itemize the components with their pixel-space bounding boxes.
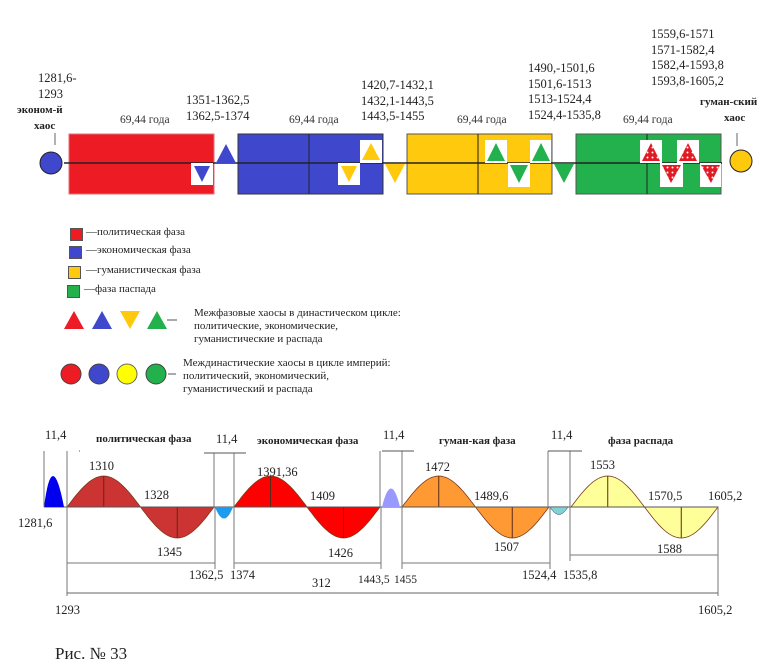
legend-interphase-text: Межфазовые хаосы в династическом цикле: …	[194, 307, 401, 346]
phase-duration-label: 69,44 года	[457, 114, 507, 126]
date-label: 1351-1362,5	[186, 93, 250, 107]
date-label: 1443,5-1455	[361, 109, 425, 123]
date-label: 1571-1582,4	[651, 42, 715, 57]
legend-triangle-political-icon	[64, 311, 84, 329]
phase-duration-label: 69,44 года	[120, 114, 170, 126]
wave-diagram	[43, 450, 719, 596]
legend-circle-political-icon	[60, 363, 82, 385]
date-label: 1513-1524,4	[528, 92, 592, 106]
interphase-triangle-humanistic-icon	[385, 164, 405, 183]
legend-circle-humanistic-icon	[116, 363, 138, 385]
date-label: 1501,6-1513	[528, 76, 592, 91]
chaos-hump-decay	[549, 506, 569, 515]
interphase-chaos-humanistic-down-icon	[341, 166, 357, 182]
date-label: 1593,8-1605,2	[651, 73, 724, 88]
wave-date-label: 1489,6	[474, 489, 509, 503]
legend-label: —фаза паспада	[84, 283, 156, 295]
wave-date-label: 1362,5	[189, 568, 224, 582]
legend-swatch-economic	[69, 246, 82, 259]
legend-line: гуманистический и распада	[183, 383, 313, 395]
date-label: 1281,6-	[38, 71, 77, 85]
total-end-label: 1605,2	[698, 603, 733, 617]
legend-line: гуманистические и распада	[194, 333, 323, 345]
gap-label: 11,4	[216, 432, 238, 446]
date-label: 1420,7-1432,1	[361, 78, 434, 92]
legend-line: политический, экономический,	[183, 370, 329, 382]
left-chaos-label: эконом-й	[17, 104, 63, 116]
wave-date-label: 1553	[590, 458, 615, 472]
wave-date-label: 1426	[328, 546, 353, 560]
legend-line: Межфазовые хаосы в династическом цикле:	[194, 307, 401, 319]
gap-label: 11,4	[383, 428, 405, 442]
interphase-chaos-humanistic-up-icon	[362, 143, 380, 160]
wave-date-label: 1570,5	[648, 489, 683, 503]
economic-chaos-dates: 1351-1362,5 1362,5-1374	[186, 93, 250, 124]
decay-chaos-dates: 1490,-1501,6 1501,6-1513 1513-1524,4 152…	[528, 61, 601, 123]
phase-block-political	[68, 133, 215, 195]
date-label: 1490,-1501,6	[528, 61, 595, 75]
gap-label: 11,4	[551, 428, 573, 442]
wave-date-label: 1345	[157, 545, 182, 559]
chaos-hump-economic	[44, 476, 64, 507]
economic-chaos-circle-icon	[39, 151, 63, 175]
wave-date-label: 1409	[310, 489, 335, 503]
figure-caption: Рис. № 33	[55, 644, 128, 663]
legend-interdynastic-text: Междинастические хаосы в цикле империй: …	[183, 357, 391, 396]
wave-date-label: 1328	[144, 488, 169, 502]
wave-date-label: 1472	[425, 460, 450, 474]
wave-phase-title: политическая фаза	[96, 433, 192, 445]
legend-swatch-decay	[67, 285, 80, 298]
legend-triangle-decay-icon	[147, 311, 167, 329]
wave-phase-title: гуман-кая фаза	[439, 435, 516, 447]
date-label: 1559,6-1571	[651, 27, 715, 41]
total-start-label: 1293	[55, 603, 80, 617]
date-label: 1362,5-1374	[186, 108, 250, 123]
left-chaos-dates: 1281,6- 1293	[38, 71, 77, 102]
wave-date-label: 1507	[494, 540, 519, 554]
span-label: 312	[312, 576, 331, 590]
interphase-chaos-economic-icon	[194, 166, 210, 182]
legend-circle-economic-icon	[88, 363, 110, 385]
phase-duration-label: 69,44 года	[623, 114, 673, 126]
legend-swatch-humanistic	[68, 266, 81, 279]
chaos-hump-humanistic	[382, 488, 400, 507]
wave-phase-title: экономическая фаза	[257, 435, 359, 447]
phase-duration-label: 69,44 года	[289, 114, 339, 126]
left-chaos-label: хаос	[34, 120, 56, 132]
legend-triangle-humanistic-icon	[120, 311, 140, 329]
gap-label: 11,4	[45, 428, 67, 442]
decay-subphase-dates: 1559,6-1571 1571-1582,4 1582,4-1593,8 15…	[651, 27, 724, 89]
interphase-triangle-economic-icon	[216, 144, 236, 163]
wave-date-label: 1310	[89, 459, 114, 473]
right-chaos-label: гуман-ский	[700, 96, 758, 108]
right-chaos-label: хаос	[724, 112, 746, 124]
legend-triangle-economic-icon	[92, 311, 112, 329]
humanistic-chaos-dates: 1420,7-1432,1 1432,1-1443,5 1443,5-1455	[361, 78, 434, 125]
wave-date-label: 1588	[657, 542, 682, 556]
legend-circle-decay-icon	[145, 363, 167, 385]
wave-date-label: 1455	[394, 574, 417, 586]
wave-date-label: 1391,36	[257, 465, 298, 479]
date-label: 1432,1-1443,5	[361, 93, 434, 108]
wave-date-label: 1281,6	[18, 516, 53, 530]
humanistic-chaos-circle-icon	[729, 149, 753, 173]
wave-date-label: 1605,2	[708, 489, 743, 503]
wave-phase-title: фаза распада	[608, 435, 674, 447]
wave-date-label: 1374	[230, 568, 255, 582]
legend-label: —политическая фаза	[86, 226, 185, 238]
wave-date-label: 1524,4	[522, 568, 557, 582]
legend-line: Междинастические хаосы в цикле империй:	[183, 357, 391, 369]
legend-line: политические, экономические,	[194, 320, 338, 332]
legend-label: —гуманистическая фаза	[86, 264, 201, 276]
chaos-hump-political	[215, 507, 233, 519]
wave-date-label: 1443,5	[358, 574, 390, 586]
date-label: 1293	[38, 86, 63, 101]
interphase-triangle-decay-icon	[554, 164, 574, 183]
legend-label: —экономическая фаза	[86, 244, 191, 256]
date-label: 1524,4-1535,8	[528, 107, 601, 122]
wave-date-label: 1535,8	[563, 568, 598, 582]
legend-swatch-political	[70, 228, 83, 241]
date-label: 1582,4-1593,8	[651, 58, 724, 72]
